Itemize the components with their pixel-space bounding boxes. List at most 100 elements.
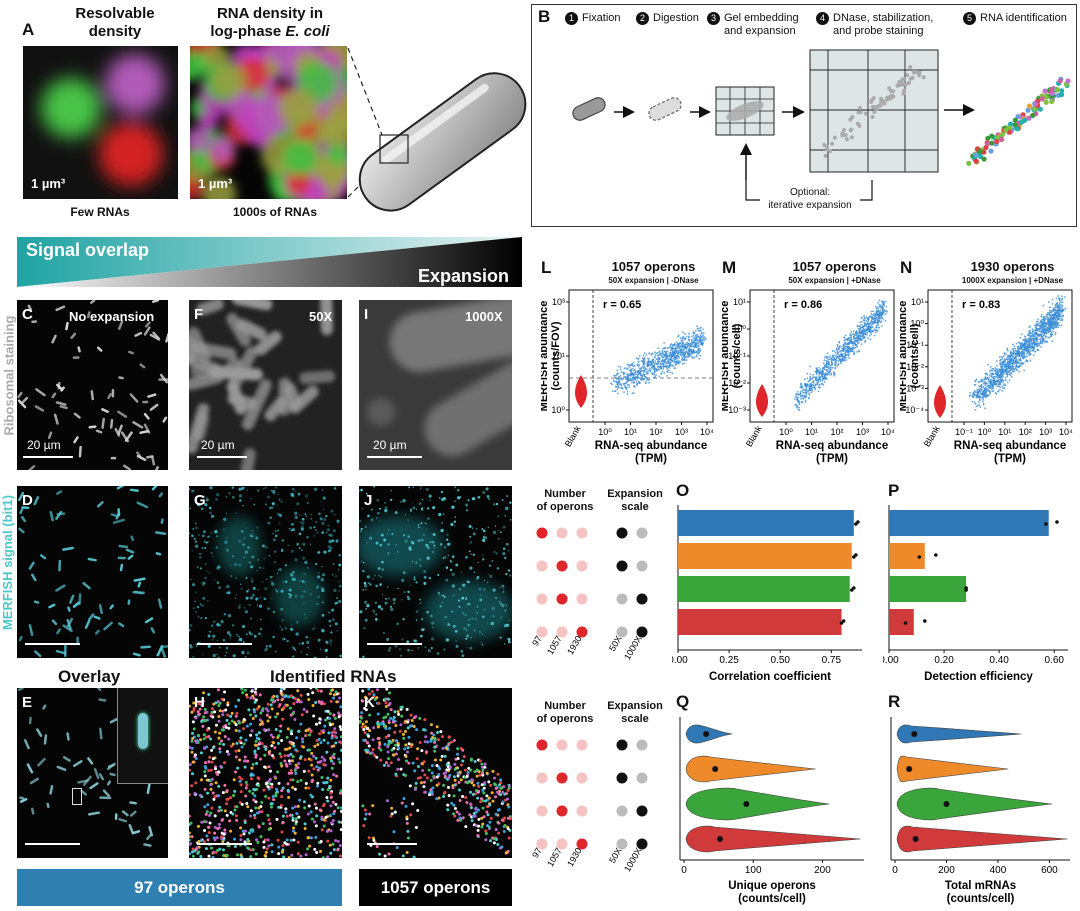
panel-f-image: F 50X 20 µm	[189, 300, 342, 470]
panel-c-cells	[17, 300, 168, 470]
expansion-label: Expansion	[418, 266, 510, 286]
legend-operon-dot	[536, 739, 548, 751]
chart-title-sub: 1000X expansion | +DNase	[961, 276, 1064, 285]
panel-letter-d: D	[22, 492, 33, 509]
x-tick-label: 10²	[649, 427, 662, 437]
legend-scale-dot	[636, 626, 648, 638]
blank-label: Blank	[744, 424, 764, 449]
scale-label-a2: 1 µm³	[198, 176, 233, 191]
replicate-dot	[1055, 520, 1059, 524]
legend-scale-dot	[636, 739, 648, 751]
y-tick-label: 10⁰	[910, 319, 924, 329]
median-dot	[743, 801, 750, 807]
identified-rnas-title: Identified RNAs	[270, 667, 397, 686]
legend-operon-label: 97	[530, 634, 544, 648]
y-tick-label: 10⁻²	[728, 378, 746, 388]
scale-bar-j	[367, 643, 422, 645]
y-tick-label: 10⁻⁴	[905, 405, 924, 415]
legend-operon-dot	[556, 772, 568, 784]
panel-letter-b: B	[538, 7, 551, 26]
scale-text-i: 20 µm	[373, 438, 407, 452]
chart-title-main: 1057 operons	[611, 259, 696, 274]
legend-operon-dot	[576, 560, 588, 572]
workflow-diagram	[572, 49, 1071, 201]
x-axis-label: RNA-seq abundance	[954, 440, 1066, 452]
panel-letter-m: M	[722, 258, 737, 277]
x-axis-label: Detection efficiency	[924, 671, 1033, 683]
legend-operon-dot	[536, 626, 548, 638]
panel-letter-e: E	[22, 694, 33, 711]
legend-operon-dot	[576, 739, 588, 751]
legend-operon-label: 97	[530, 846, 544, 860]
blank-label: Blank	[563, 424, 583, 449]
x-tick-label: 10³	[1039, 427, 1052, 437]
median-dot	[943, 801, 950, 807]
violin	[896, 724, 1022, 744]
legend-bottom: Number of operons Expansion scale 97 1057 19…	[530, 700, 670, 880]
legend-scale-dot	[636, 805, 648, 817]
step-rna-identification: 5 RNA identification	[963, 12, 1067, 25]
x-tick-label: 10¹	[805, 427, 818, 437]
resolvable-density-image: 1 µm³	[23, 46, 178, 199]
panel-f-cells	[189, 300, 336, 470]
panel-g-cells	[189, 486, 342, 658]
x-axis-label: (TPM)	[635, 453, 667, 465]
legend-operon-dot	[576, 838, 588, 850]
chart-l-title: 1057 operons 50X expansion | -DNase	[591, 260, 716, 288]
y-tick-label: 10⁰	[732, 324, 746, 334]
x-tick-label: 0.20	[934, 655, 954, 666]
bar	[678, 576, 850, 602]
step-number-1: 1	[565, 12, 578, 25]
identified-rna-dots	[966, 76, 1071, 166]
step-label-3: Gel embedding and expansion	[724, 12, 799, 37]
legend-operon-dot	[556, 739, 568, 751]
chart-m-title: 1057 operons 50X expansion | +DNase	[772, 260, 897, 288]
replicate-dot	[854, 522, 858, 526]
panel-k-image: K	[359, 688, 512, 858]
step-label-5: RNA identification	[980, 12, 1067, 24]
y-axis-label: MERFISH abundance	[541, 301, 550, 412]
replicate-dot	[903, 621, 908, 625]
legend-scale-dot	[636, 772, 648, 784]
x-tick-label: 10³	[856, 427, 869, 437]
correlation-r: r = 0.83	[962, 299, 1000, 311]
x-tick-label: 10²	[1019, 427, 1032, 437]
violin	[685, 755, 816, 783]
scale-bar-i	[367, 456, 422, 458]
panel-letter-p: P	[888, 481, 900, 500]
x-tick-label: 10⁰	[978, 427, 992, 437]
panel-letter-k: K	[364, 694, 375, 711]
overlay-title: Overlay	[58, 667, 121, 686]
legend-scale-dot	[616, 739, 628, 751]
panel-d-image: D	[17, 486, 168, 658]
replicate-dot	[839, 621, 844, 625]
side-label-ribosomal: Ribosomal staining	[1, 315, 17, 436]
legend-scale-label: 1000X	[622, 634, 644, 662]
legend-operon-dot	[536, 805, 548, 817]
violin	[685, 724, 733, 744]
legend-scale-dot	[616, 527, 628, 539]
chart-n-scatter: r = 0.83 10⁻¹ 10⁰ 10¹ 10² 10³ 10⁴ Blank 10¹ 10⁰ 10…	[900, 289, 1073, 465]
x-tick-label: 0	[681, 865, 687, 876]
x-axis-label: Unique operons	[728, 880, 816, 892]
y-tick-label: 10¹	[911, 297, 924, 307]
scale-text-c: 20 µm	[27, 438, 61, 452]
plot-frame	[927, 289, 1073, 423]
panel-i-image: I 1000X 20 µm	[359, 300, 512, 470]
chart-l-scatter: r = 0.65 10⁰ 10¹ 10² 10³ 10⁴ Blank 10³ 10¹ 10⁰ RNA…	[541, 289, 714, 465]
step-number-5: 5	[963, 12, 976, 25]
y-tick-label: 10⁰	[551, 405, 565, 415]
y-tick-label: 10⁻³	[728, 405, 746, 415]
no-expansion-label: No expansion	[69, 309, 155, 324]
y-tick-label: 10¹	[733, 297, 746, 307]
legend-scale-dot	[616, 593, 628, 605]
panel-e-image: E	[17, 688, 168, 858]
x-tick-label: 10¹	[624, 427, 637, 437]
inset-cell	[138, 713, 148, 749]
panel-h-dots	[189, 688, 342, 858]
y-axis-label: (counts/cell)	[909, 323, 921, 388]
y-tick-label: 10⁻¹	[906, 340, 924, 350]
blank-violin	[575, 375, 587, 408]
resolvable-density-blobs	[41, 54, 165, 186]
